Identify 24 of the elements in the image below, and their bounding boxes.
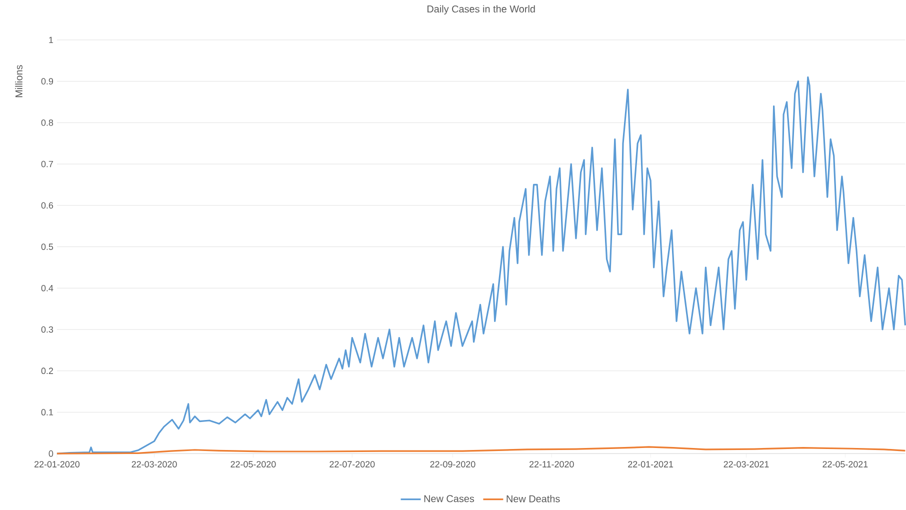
y-tick-label: 0.2 [41, 368, 53, 374]
x-tick-label: 22-05-2021 [822, 461, 868, 468]
y-tick-label: 0.5 [41, 244, 54, 250]
x-tick-label: 22-05-2020 [230, 461, 276, 468]
x-tick-label: 22-03-2021 [724, 461, 769, 468]
y-tick-label: 0 [48, 450, 54, 457]
y-tick-label: 0.6 [41, 202, 54, 209]
chart-title: Daily Cases in the World [427, 5, 535, 15]
y-tick-label: 0.1 [41, 409, 54, 416]
y-tick-label: 0.7 [41, 161, 53, 168]
legend-label: New Deaths [506, 495, 560, 503]
x-tick-label: 22-03-2020 [132, 461, 177, 468]
x-tick-label: 22-01-2021 [628, 461, 674, 468]
y-tick-label: 0.3 [41, 326, 54, 333]
x-tick-label: 22-07-2020 [330, 461, 375, 468]
y-tick-label: 0.8 [41, 120, 54, 126]
x-tick-label: 22-01-2020 [34, 461, 80, 468]
x-tick-label: 22-09-2020 [430, 461, 476, 468]
y-tick-label: 0.9 [41, 78, 54, 85]
y-tick-label: 1 [49, 37, 54, 44]
legend-label: New Cases [424, 495, 474, 502]
y-axis-title: Millions [15, 65, 22, 98]
x-tick-label: 22-11-2020 [530, 461, 574, 468]
y-tick-label: 0.4 [41, 285, 54, 292]
